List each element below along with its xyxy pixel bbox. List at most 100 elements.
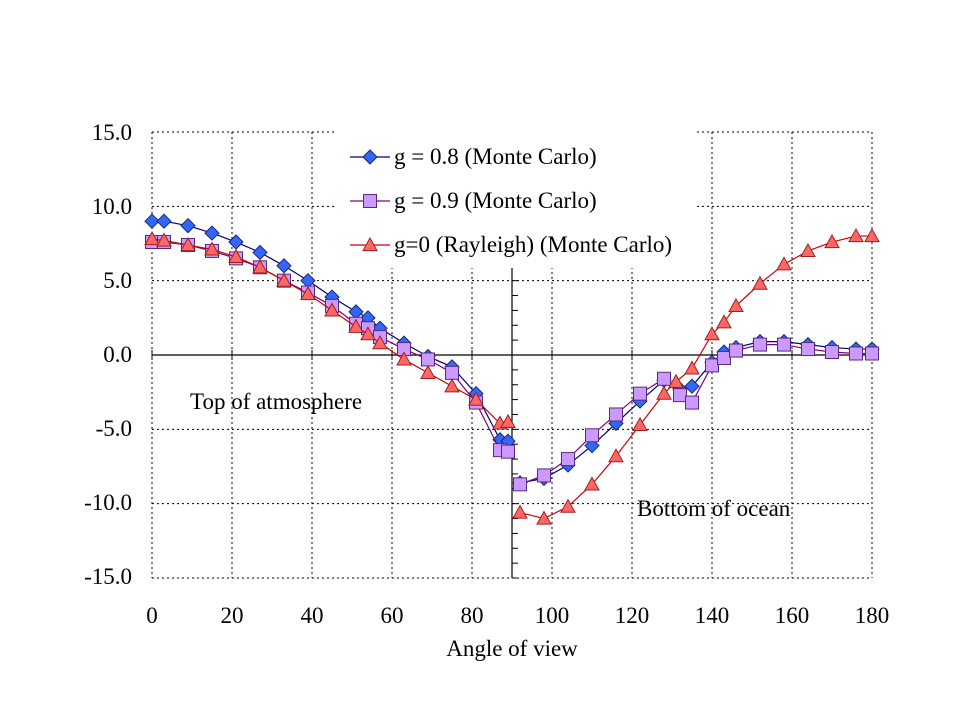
diamond-marker — [204, 225, 220, 241]
square-marker — [801, 342, 815, 357]
y-tick-label: 15.0 — [92, 120, 132, 145]
square-marker — [717, 350, 731, 365]
triangle-marker — [684, 360, 700, 375]
square-marker — [445, 365, 459, 380]
annotation-top-of-atmosphere: Top of atmosphere — [190, 389, 362, 414]
square-marker — [585, 428, 599, 443]
legend-entry-rayleigh: g=0 (Rayleigh) (Monte Carlo) — [350, 232, 672, 257]
triangle-marker — [776, 256, 792, 271]
y-tick-label: 0.0 — [103, 342, 132, 367]
triangle-marker — [420, 364, 436, 379]
diamond-marker — [276, 258, 292, 274]
y-tick-label: -10.0 — [84, 490, 132, 515]
triangle-marker — [728, 297, 744, 313]
triangle-marker — [800, 242, 816, 258]
x-tick-label: 60 — [381, 603, 404, 628]
diamond-marker — [252, 244, 268, 261]
x-tick-label: 80 — [461, 603, 484, 628]
triangle-marker — [752, 275, 768, 290]
square-marker — [685, 395, 699, 410]
x-tick-label: 0 — [146, 603, 158, 628]
diamond-marker — [180, 217, 196, 234]
triangle-marker — [372, 335, 388, 350]
square-marker — [729, 343, 743, 358]
axes — [151, 262, 873, 579]
square-marker — [865, 346, 879, 361]
square-marker — [421, 352, 435, 367]
triangle-marker — [228, 248, 244, 263]
square-marker — [609, 407, 623, 422]
diamond-marker — [362, 149, 378, 165]
x-tick-label: 40 — [301, 603, 324, 628]
legend-label: g = 0.9 (Monte Carlo) — [394, 188, 597, 213]
triangle-marker — [584, 476, 600, 491]
square-marker — [673, 388, 687, 403]
x-tick-label: 140 — [695, 603, 730, 628]
triangle-marker — [536, 510, 552, 525]
x-tick-label: 180 — [855, 603, 890, 628]
triangle-marker — [300, 286, 316, 301]
triangle-marker — [468, 391, 484, 406]
y-tick-labels: 15.0 10.0 5.0 0.0 -5.0 -10.0 -15.0 — [84, 120, 132, 589]
square-marker — [513, 477, 527, 492]
triangle-marker — [848, 228, 864, 243]
legend-entry-g08: g = 0.8 (Monte Carlo) — [350, 144, 597, 169]
square-marker — [363, 194, 377, 208]
triangle-marker — [632, 416, 648, 431]
series-line — [519, 235, 872, 520]
x-tick-label: 100 — [535, 603, 570, 628]
series-triangle — [144, 228, 880, 525]
triangle-marker — [716, 314, 732, 329]
square-marker — [753, 337, 767, 352]
y-tick-label: -15.0 — [84, 564, 132, 589]
square-marker — [657, 371, 671, 386]
diamond-marker — [144, 213, 160, 229]
triangle-marker — [444, 378, 460, 393]
series-line — [152, 241, 509, 453]
legend-box — [336, 130, 696, 268]
diamond-marker — [156, 213, 172, 229]
triangle-marker — [362, 236, 378, 252]
triangle-marker — [824, 233, 840, 249]
triangle-marker — [276, 272, 292, 287]
triangle-marker — [252, 259, 268, 274]
triangle-marker — [704, 326, 720, 341]
triangle-marker — [156, 232, 172, 247]
x-tick-label: 20 — [221, 603, 244, 628]
x-tick-label: 160 — [775, 603, 810, 628]
triangle-marker — [180, 236, 196, 252]
triangle-marker — [656, 385, 672, 400]
square-marker — [777, 337, 791, 352]
y-tick-label: 5.0 — [103, 268, 132, 293]
triangle-marker — [500, 413, 516, 428]
triangle-marker — [864, 228, 880, 243]
triangle-marker — [396, 351, 412, 366]
x-tick-labels: 0 20 40 60 80 100 120 140 160 180 — [146, 603, 889, 628]
triangle-marker — [204, 241, 220, 256]
square-marker — [501, 444, 515, 459]
triangle-marker — [324, 302, 340, 317]
triangle-marker — [144, 231, 160, 246]
triangle-marker — [360, 326, 376, 341]
legend-entry-g09: g = 0.9 (Monte Carlo) — [350, 188, 597, 213]
triangle-marker — [348, 318, 364, 333]
legend: g = 0.8 (Monte Carlo) g = 0.9 (Monte Car… — [336, 130, 696, 268]
triangle-marker — [512, 504, 528, 519]
y-tick-label: 10.0 — [92, 194, 132, 219]
legend-label: g = 0.8 (Monte Carlo) — [394, 144, 597, 169]
series-plot-area — [144, 213, 880, 525]
triangle-marker — [560, 498, 576, 513]
square-marker — [705, 358, 719, 373]
square-marker — [633, 386, 647, 401]
square-marker — [537, 468, 551, 483]
square-marker — [561, 452, 575, 467]
triangle-marker — [608, 448, 624, 463]
x-axis-title: Angle of view — [446, 636, 578, 661]
legend-label: g=0 (Rayleigh) (Monte Carlo) — [394, 232, 672, 257]
y-tick-label: -5.0 — [96, 416, 132, 441]
x-tick-label: 120 — [615, 603, 650, 628]
square-marker — [849, 346, 863, 361]
diamond-marker — [228, 234, 244, 250]
diamond-marker — [684, 378, 700, 394]
